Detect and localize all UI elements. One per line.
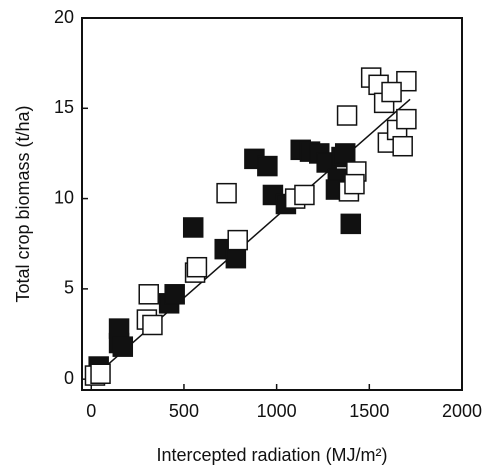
y-tick-label: 15 xyxy=(54,97,74,117)
open-square-marker xyxy=(90,363,111,384)
open-square-marker xyxy=(294,184,315,206)
open-square-marker xyxy=(138,284,159,305)
y-tick-label: 5 xyxy=(64,278,74,298)
filled-square-marker xyxy=(182,217,204,238)
y-tick-label: 0 xyxy=(64,368,74,388)
filled-square-marker xyxy=(340,213,362,235)
x-tick-label: 500 xyxy=(169,401,199,421)
filled-square-marker xyxy=(112,336,134,357)
x-tick-label: 2000 xyxy=(442,401,482,421)
open-square-marker xyxy=(142,314,163,336)
plot-frame xyxy=(81,17,463,391)
x-tick-label: 0 xyxy=(86,401,96,421)
x-tick-label: 1000 xyxy=(257,401,297,421)
open-square-marker xyxy=(392,135,413,157)
fit-line xyxy=(90,98,411,380)
x-axis-label: Intercepted radiation (MJ/m²) xyxy=(156,445,387,465)
y-tick-label: 10 xyxy=(54,187,74,207)
open-square-marker xyxy=(396,108,417,130)
filled-square-marker xyxy=(164,284,185,305)
filled-square-marker xyxy=(334,143,356,164)
filled-square-marker xyxy=(257,155,278,177)
open-square-marker xyxy=(381,81,402,103)
filled-square-marker xyxy=(108,318,130,339)
open-square-marker xyxy=(227,229,248,251)
x-tick-label: 1500 xyxy=(349,401,389,421)
filled-square-marker xyxy=(225,247,247,269)
y-axis-label: Total crop biomass (t/ha) xyxy=(13,105,33,302)
open-square-marker xyxy=(216,182,237,204)
open-square-marker xyxy=(344,173,365,195)
y-tick-label: 20 xyxy=(54,7,74,27)
open-square-marker xyxy=(186,256,208,278)
open-square-marker xyxy=(336,105,358,126)
